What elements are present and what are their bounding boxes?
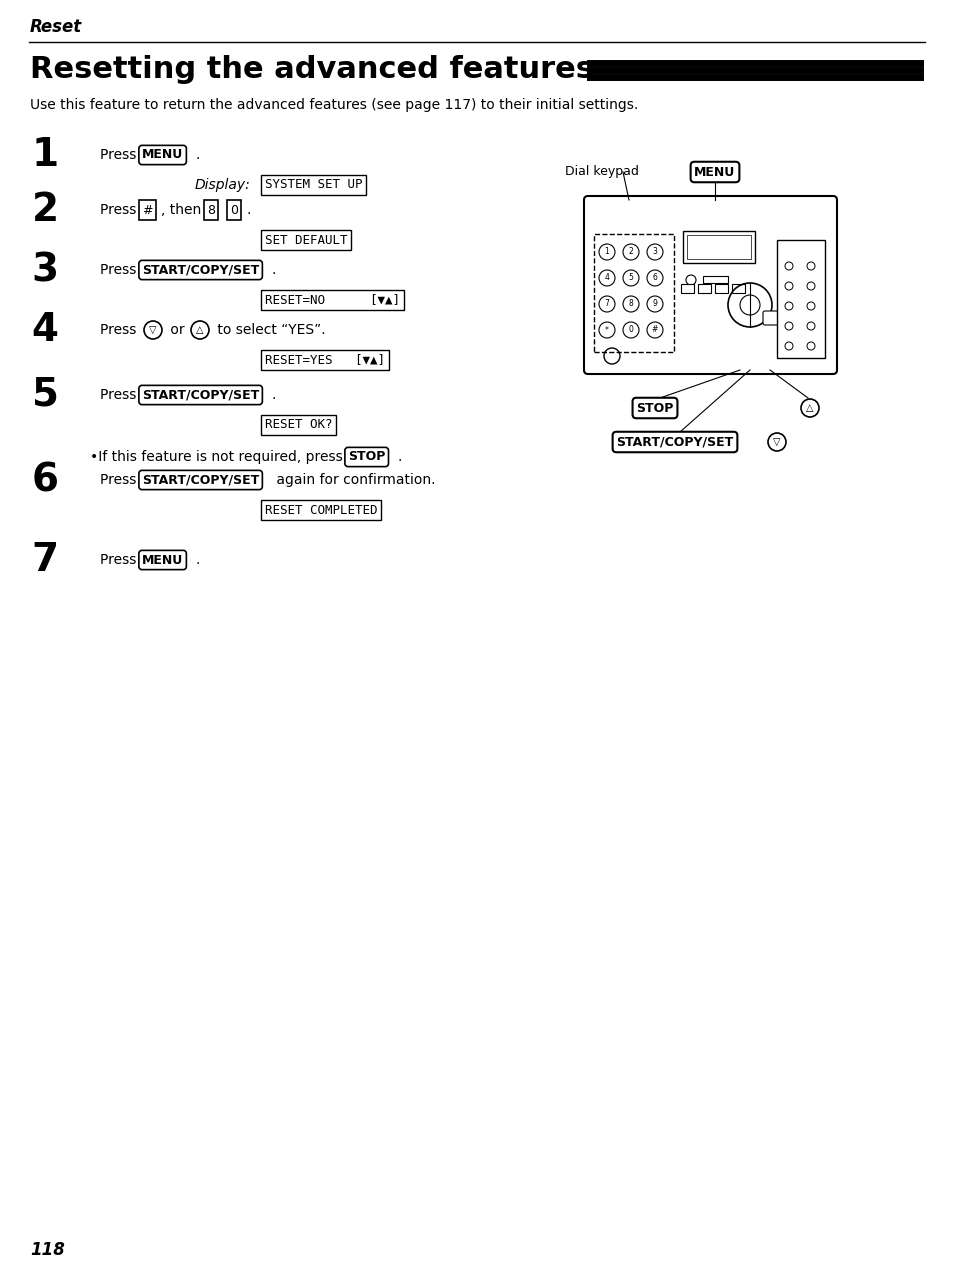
- Text: .: .: [195, 553, 200, 567]
- Text: or: or: [166, 323, 189, 337]
- Text: MENU: MENU: [142, 553, 183, 566]
- Text: again for confirmation.: again for confirmation.: [272, 473, 435, 487]
- Bar: [776, 240, 824, 358]
- FancyBboxPatch shape: [583, 196, 836, 374]
- Text: 2: 2: [628, 247, 633, 256]
- Bar: [702, 275, 727, 283]
- Text: 0: 0: [230, 204, 237, 217]
- Text: 0: 0: [628, 325, 633, 334]
- Text: 5: 5: [628, 274, 633, 283]
- Text: 4: 4: [31, 311, 58, 349]
- Text: Use this feature to return the advanced features (see page 117) to their initial: Use this feature to return the advanced …: [30, 98, 638, 112]
- Text: 6: 6: [31, 462, 58, 499]
- Bar: [731, 284, 744, 293]
- Text: START/COPY/SET: START/COPY/SET: [142, 473, 259, 487]
- Text: 1: 1: [604, 247, 609, 256]
- Text: Press: Press: [100, 148, 141, 162]
- Text: MENU: MENU: [142, 148, 183, 162]
- Text: Press: Press: [100, 203, 141, 217]
- Text: △: △: [196, 325, 204, 335]
- Text: Display:: Display:: [194, 179, 251, 193]
- Bar: [682, 231, 754, 263]
- Text: .: .: [195, 148, 200, 162]
- Text: Reset: Reset: [30, 18, 82, 36]
- Text: 4: 4: [604, 274, 609, 283]
- Text: START/COPY/SET: START/COPY/SET: [142, 264, 259, 277]
- Bar: [594, 235, 673, 352]
- Text: 8: 8: [207, 204, 214, 217]
- Text: STOP: STOP: [636, 402, 673, 414]
- Text: #: #: [651, 325, 658, 334]
- Text: SYSTEM SET UP: SYSTEM SET UP: [265, 179, 362, 191]
- Text: #: #: [142, 204, 152, 217]
- Text: •If this feature is not required, press: •If this feature is not required, press: [90, 450, 347, 464]
- Text: ▽: ▽: [773, 437, 780, 448]
- Text: 3: 3: [31, 251, 58, 289]
- Text: 3: 3: [652, 247, 657, 256]
- Text: 1: 1: [31, 136, 58, 173]
- Text: Press: Press: [100, 553, 141, 567]
- Bar: [686, 235, 750, 259]
- Text: Resetting the advanced features: Resetting the advanced features: [30, 56, 594, 84]
- Text: △: △: [805, 403, 813, 413]
- FancyBboxPatch shape: [762, 311, 786, 325]
- Text: RESET OK?: RESET OK?: [265, 418, 333, 431]
- Text: , then: , then: [161, 203, 206, 217]
- Text: Press: Press: [100, 263, 141, 277]
- Text: 7: 7: [31, 541, 58, 579]
- Text: Dial keypad: Dial keypad: [564, 166, 639, 178]
- Text: .: .: [272, 388, 276, 402]
- Text: 7: 7: [604, 300, 609, 309]
- Text: RESET COMPLETED: RESET COMPLETED: [265, 504, 377, 516]
- Bar: [680, 284, 693, 293]
- Text: to select “YES”.: to select “YES”.: [213, 323, 325, 337]
- Bar: [714, 284, 727, 293]
- Text: 5: 5: [31, 376, 58, 414]
- Text: SET DEFAULT: SET DEFAULT: [265, 233, 347, 246]
- Text: 2: 2: [31, 191, 58, 230]
- Text: 118: 118: [30, 1241, 65, 1258]
- Text: 9: 9: [652, 300, 657, 309]
- Text: .: .: [247, 203, 251, 217]
- Text: Press: Press: [100, 388, 141, 402]
- Text: RESET=YES   [▼▲]: RESET=YES [▼▲]: [265, 353, 385, 366]
- Text: RESET=NO      [▼▲]: RESET=NO [▼▲]: [265, 293, 399, 306]
- Text: Press: Press: [100, 473, 141, 487]
- Text: .: .: [397, 450, 402, 464]
- Text: 8: 8: [628, 300, 633, 309]
- Text: START/COPY/SET: START/COPY/SET: [142, 389, 259, 402]
- Text: MENU: MENU: [694, 166, 735, 178]
- Bar: [698, 284, 710, 293]
- Text: Press: Press: [100, 323, 141, 337]
- Text: 6: 6: [652, 274, 657, 283]
- Text: ▽: ▽: [149, 325, 156, 335]
- Text: STOP: STOP: [348, 450, 385, 464]
- Text: .: .: [272, 263, 276, 277]
- Text: *: *: [604, 325, 608, 334]
- Text: START/COPY/SET: START/COPY/SET: [616, 436, 733, 449]
